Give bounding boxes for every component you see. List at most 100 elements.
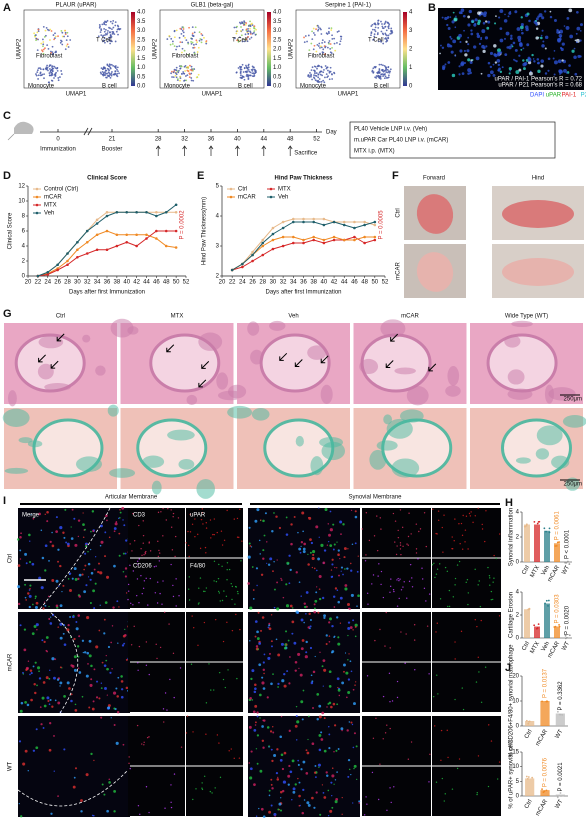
if-signal: [258, 642, 262, 645]
channel-label: CD3: [133, 513, 146, 519]
if-signal: [340, 570, 342, 572]
data-point: [164, 244, 168, 248]
dose-arrow: [182, 145, 187, 156]
if-signal: [105, 659, 108, 662]
data-point: [174, 229, 178, 233]
umap-cell: [60, 40, 63, 43]
x-tick-label: Ctrl: [524, 729, 534, 740]
cell-nucleus: [508, 45, 512, 50]
if-signal: [268, 794, 271, 797]
if-signal: [71, 577, 74, 580]
if-signal: [460, 522, 463, 525]
cell-nucleus: [466, 49, 470, 53]
replicate-dot: [567, 560, 569, 563]
dose-arrow: [235, 145, 240, 156]
if-signal: [155, 565, 157, 567]
umap-cell: [336, 31, 339, 33]
replicate-dot: [547, 604, 549, 607]
if-signal: [58, 585, 60, 588]
if-signal: [350, 593, 354, 597]
if-signal: [140, 575, 142, 577]
day-label: 36: [208, 137, 215, 143]
if-signal: [411, 577, 413, 579]
if-signal: [200, 518, 203, 521]
x-tick-label: 24: [44, 280, 51, 286]
tissue-patch: [562, 415, 586, 428]
data-point: [292, 241, 295, 245]
umap-cell: [111, 71, 113, 73]
tissue-patch: [307, 345, 327, 360]
if-signal: [428, 781, 430, 783]
treatment: m.uPAR Car PL40 LNP i.v. (mCAR): [354, 138, 448, 144]
if-signal: [271, 530, 274, 533]
cell-nucleus: [485, 45, 488, 48]
if-signal: [298, 781, 301, 784]
cluster-label: B cell: [102, 84, 117, 90]
if-signal: [48, 559, 50, 562]
if-signal: [195, 788, 197, 790]
if-signal: [68, 687, 71, 690]
umap-cell: [176, 45, 178, 48]
data-point: [241, 262, 244, 266]
if-signal: [98, 562, 101, 565]
if-signal: [122, 552, 125, 555]
p-value: P < 0.0001: [565, 529, 571, 559]
if-signal: [298, 547, 302, 551]
umap-cell: [182, 31, 185, 34]
if-signal: [318, 536, 320, 538]
umap-cell: [251, 32, 254, 35]
tissue-patch: [186, 394, 198, 405]
tissue-patch: [320, 384, 333, 404]
if-signal: [289, 568, 292, 572]
if-signal: [336, 703, 339, 706]
if-signal: [333, 543, 336, 546]
cell-nucleus: [484, 20, 488, 23]
if-signal: [334, 566, 336, 569]
if-signal: [129, 767, 131, 770]
if-signal: [443, 800, 445, 802]
if-signal: [493, 554, 495, 557]
if-signal: [170, 563, 172, 566]
if-signal: [451, 536, 453, 538]
data-point: [135, 210, 138, 214]
data-point: [261, 253, 265, 257]
if-signal: [62, 584, 65, 587]
cell-nucleus: [480, 72, 483, 75]
if-signal: [259, 717, 261, 719]
cell-nucleus: [458, 33, 462, 38]
if-signal: [36, 684, 38, 687]
umap-cell: [60, 30, 63, 32]
cell-nucleus: [454, 54, 457, 57]
umap-cell: [390, 32, 393, 35]
legend-marker: [35, 211, 39, 215]
if-signal: [327, 702, 330, 705]
if-signal: [188, 555, 190, 558]
tissue-patch: [2, 408, 30, 427]
tissue-patch: [18, 437, 33, 444]
if-signal: [423, 587, 426, 590]
if-signal: [110, 641, 113, 644]
cell-nucleus: [481, 29, 486, 34]
if-signal: [333, 635, 336, 638]
if-channel: [432, 612, 501, 662]
cell-nucleus: [579, 29, 582, 32]
x-tick-label: 32: [84, 280, 91, 286]
if-signal: [461, 687, 463, 689]
data-point: [36, 274, 40, 278]
data-point: [363, 223, 366, 227]
umap-cell: [109, 76, 112, 79]
if-signal: [145, 577, 147, 580]
if-signal: [303, 799, 306, 801]
x-axis-label: UMAP1: [66, 92, 87, 98]
umap-cell: [244, 33, 247, 36]
umap-cell: [254, 33, 257, 36]
if-signal: [73, 517, 76, 520]
umap-cell: [181, 41, 184, 44]
cell-nucleus: [509, 10, 512, 13]
if-signal: [138, 602, 140, 604]
if-signal: [221, 565, 223, 568]
cell-nucleus: [508, 72, 511, 75]
if-signal: [316, 569, 318, 572]
if-signal: [254, 519, 258, 523]
umap-cell: [103, 28, 106, 30]
